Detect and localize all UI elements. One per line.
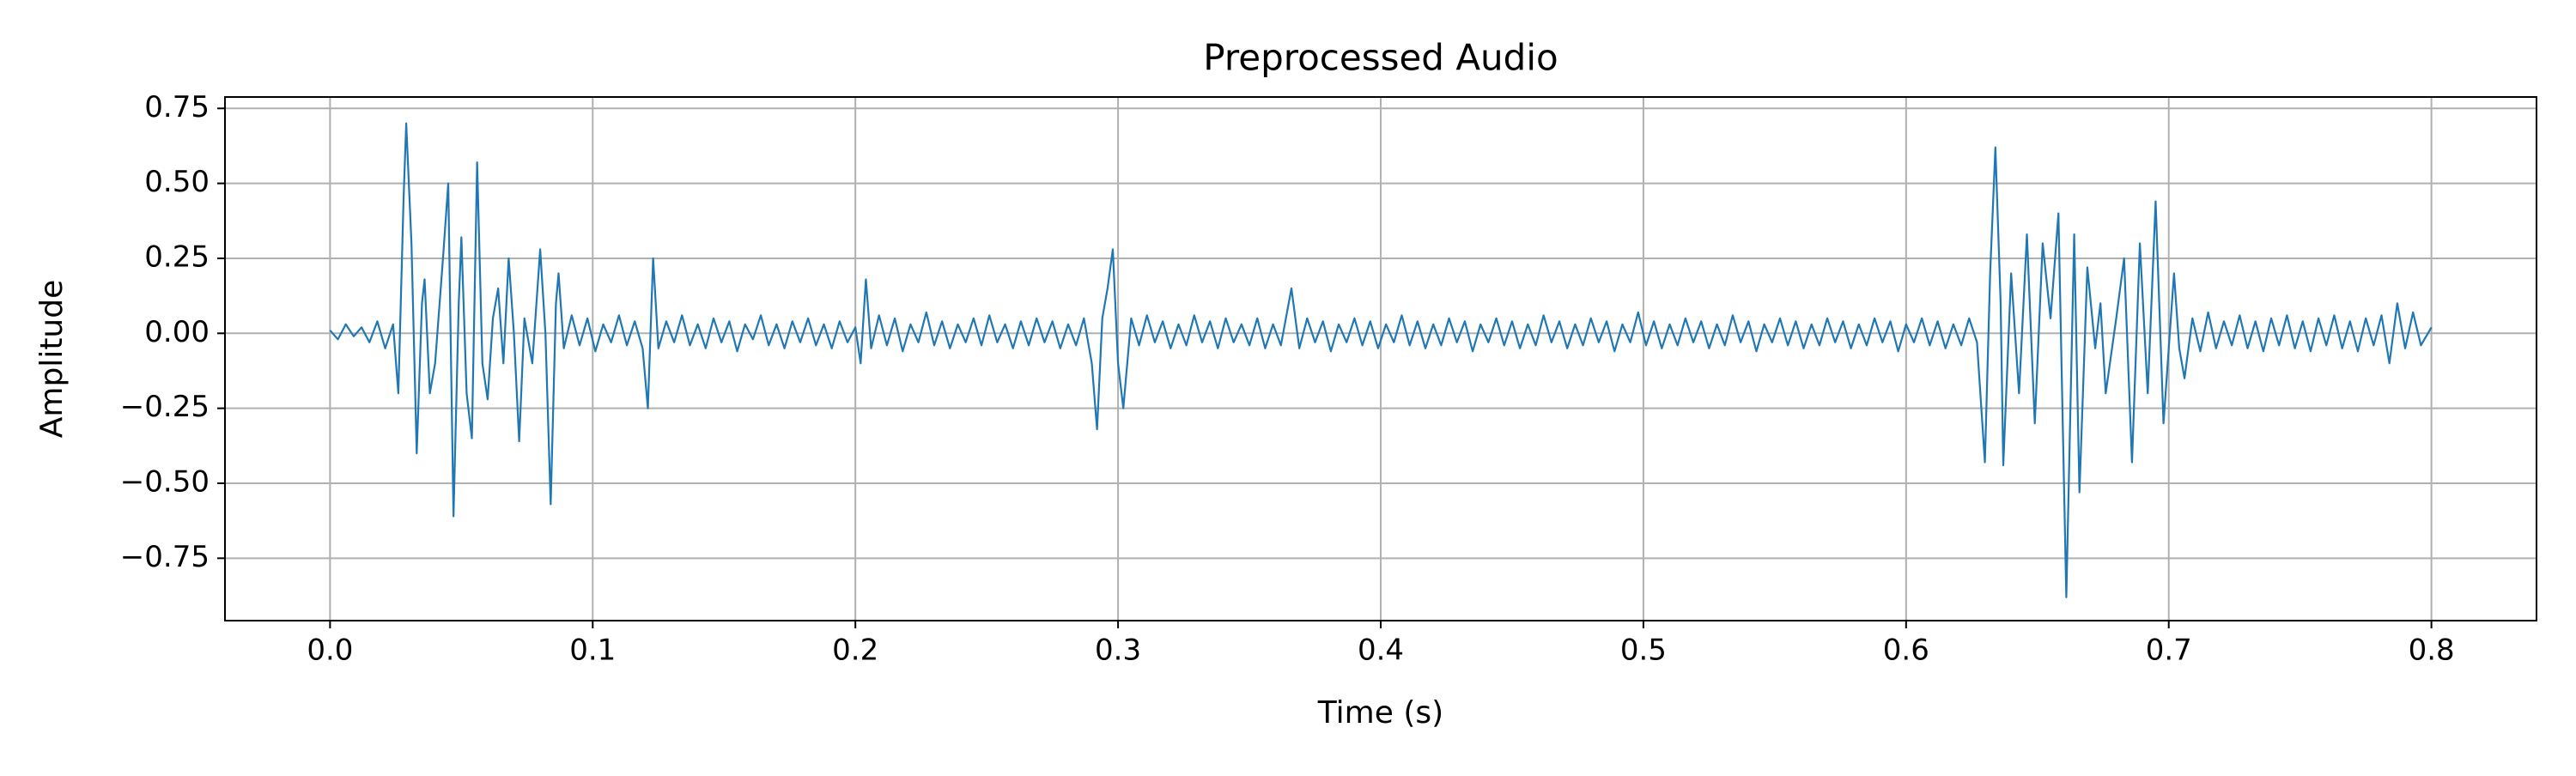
x-tick-label: 0.6 [1883, 634, 1929, 668]
x-tick-label: 0.3 [1095, 634, 1141, 668]
x-tick-label: 0.5 [1620, 634, 1667, 668]
y-tick-label: −0.75 [120, 540, 210, 574]
x-tick-label: 0.7 [2146, 634, 2192, 668]
x-tick-label: 0.2 [832, 634, 878, 668]
y-tick-label: 0.50 [144, 165, 210, 199]
chart-title: Preprocessed Audio [1203, 37, 1558, 79]
y-tick-label: −0.50 [120, 464, 210, 499]
y-tick-label: 0.75 [144, 90, 210, 124]
y-tick-label: 0.00 [144, 315, 210, 349]
y-tick-label: 0.25 [144, 239, 210, 274]
x-tick-label: 0.1 [569, 634, 616, 668]
x-axis-label: Time (s) [1317, 695, 1443, 731]
x-tick-label: 0.4 [1358, 634, 1404, 668]
x-tick-label: 0.8 [2409, 634, 2455, 668]
waveform-line [329, 122, 2433, 598]
x-tick-label: 0.0 [307, 634, 353, 668]
y-axis-label: Amplitude [34, 280, 70, 438]
plot-frame [224, 96, 2537, 621]
y-tick-label: −0.25 [120, 390, 210, 424]
